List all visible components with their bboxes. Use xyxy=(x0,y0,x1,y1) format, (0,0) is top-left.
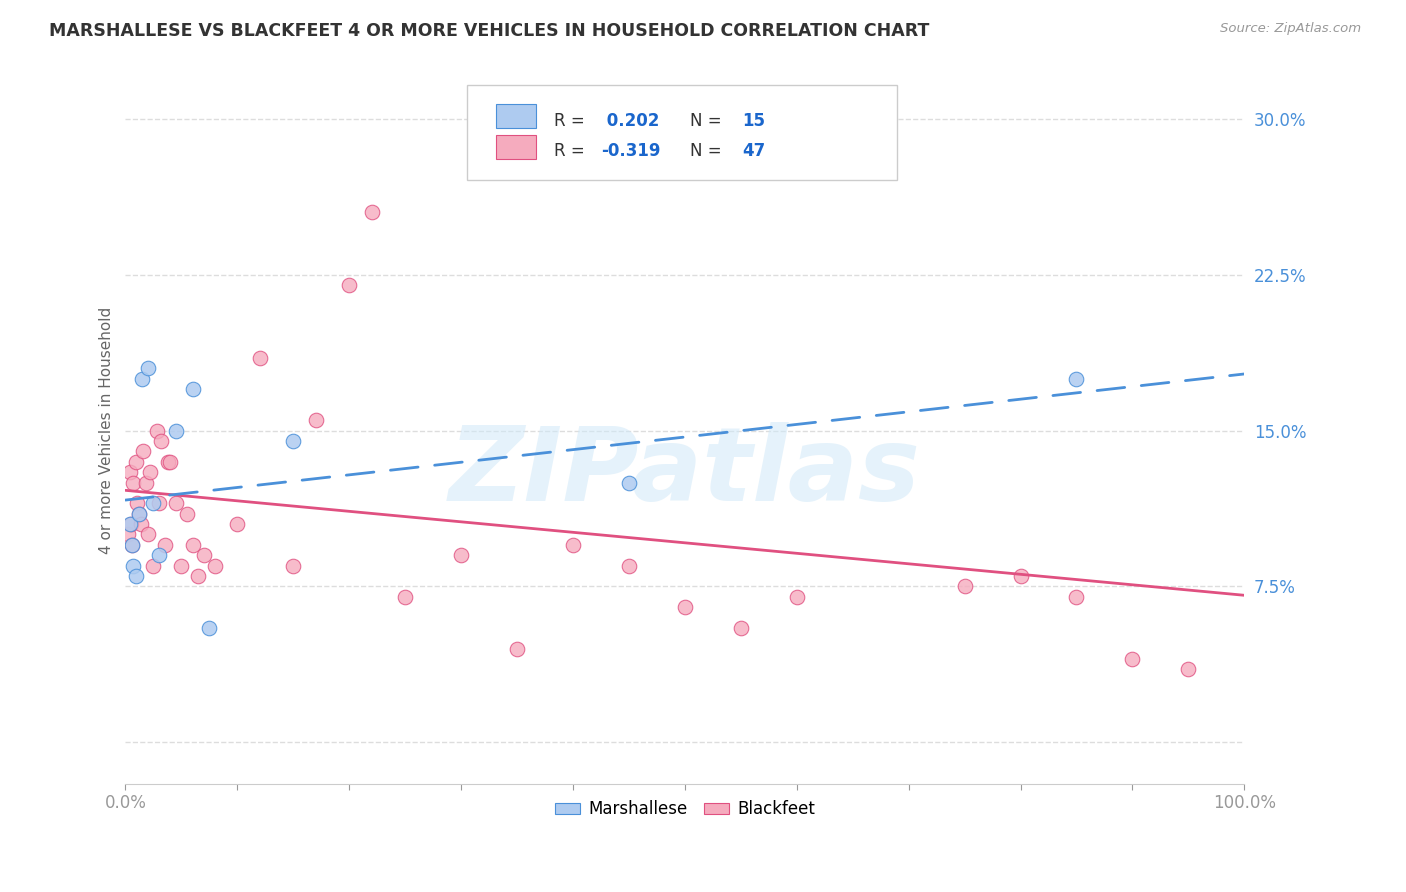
Point xyxy=(132,444,155,458)
Point xyxy=(226,517,249,532)
Point xyxy=(156,455,179,469)
Point xyxy=(124,569,146,583)
Point xyxy=(117,527,139,541)
Point xyxy=(125,496,148,510)
Point xyxy=(841,164,863,178)
Point xyxy=(1066,371,1088,385)
FancyBboxPatch shape xyxy=(496,104,536,128)
Point xyxy=(617,475,640,490)
Point xyxy=(122,558,145,573)
Point xyxy=(150,434,173,448)
Point xyxy=(360,205,382,219)
Point xyxy=(506,641,529,656)
Point xyxy=(142,558,165,573)
Point xyxy=(170,558,193,573)
Point xyxy=(953,579,976,593)
Point xyxy=(120,517,142,532)
Point xyxy=(204,558,226,573)
Point xyxy=(187,569,209,583)
Point xyxy=(673,600,696,615)
Text: N =: N = xyxy=(690,112,727,130)
Point xyxy=(1121,652,1143,666)
Point xyxy=(124,455,146,469)
FancyBboxPatch shape xyxy=(467,85,897,180)
Point xyxy=(1066,590,1088,604)
Point xyxy=(165,424,187,438)
Point xyxy=(283,434,305,448)
Point xyxy=(136,527,159,541)
Point xyxy=(249,351,271,365)
Text: 47: 47 xyxy=(742,143,765,161)
Point xyxy=(1177,663,1199,677)
Point xyxy=(118,465,141,479)
Point xyxy=(562,538,585,552)
Point xyxy=(176,507,198,521)
Point xyxy=(139,465,162,479)
Point xyxy=(121,538,143,552)
Point xyxy=(193,548,215,562)
Point xyxy=(198,621,221,635)
Text: -0.319: -0.319 xyxy=(600,143,661,161)
Legend: Marshallese, Blackfeet: Marshallese, Blackfeet xyxy=(548,794,821,825)
Point xyxy=(148,548,170,562)
Point xyxy=(450,548,472,562)
Text: Source: ZipAtlas.com: Source: ZipAtlas.com xyxy=(1220,22,1361,36)
Text: MARSHALLESE VS BLACKFEET 4 OR MORE VEHICLES IN HOUSEHOLD CORRELATION CHART: MARSHALLESE VS BLACKFEET 4 OR MORE VEHIC… xyxy=(49,22,929,40)
Point xyxy=(159,455,181,469)
Point xyxy=(730,621,752,635)
Text: ZIPatlas: ZIPatlas xyxy=(449,423,921,524)
Point xyxy=(128,507,150,521)
Point xyxy=(135,475,157,490)
Point xyxy=(305,413,328,427)
Point xyxy=(283,558,305,573)
Point xyxy=(118,517,141,532)
Point xyxy=(181,382,204,396)
FancyBboxPatch shape xyxy=(496,135,536,159)
Point xyxy=(181,538,204,552)
Point xyxy=(146,424,169,438)
Point xyxy=(153,538,176,552)
Point xyxy=(165,496,187,510)
Point xyxy=(128,507,150,521)
Point xyxy=(131,371,153,385)
Point xyxy=(148,496,170,510)
Text: 15: 15 xyxy=(742,112,765,130)
Point xyxy=(136,361,159,376)
Point xyxy=(1010,569,1032,583)
Text: 0.202: 0.202 xyxy=(600,112,659,130)
Text: N =: N = xyxy=(690,143,727,161)
Point xyxy=(617,558,640,573)
Point xyxy=(786,590,808,604)
Point xyxy=(122,475,145,490)
Point xyxy=(121,538,143,552)
Point xyxy=(129,517,152,532)
Point xyxy=(394,590,416,604)
Text: R =: R = xyxy=(554,112,591,130)
Text: R =: R = xyxy=(554,143,591,161)
Y-axis label: 4 or more Vehicles in Household: 4 or more Vehicles in Household xyxy=(100,307,114,554)
Point xyxy=(142,496,165,510)
Point xyxy=(337,278,360,293)
